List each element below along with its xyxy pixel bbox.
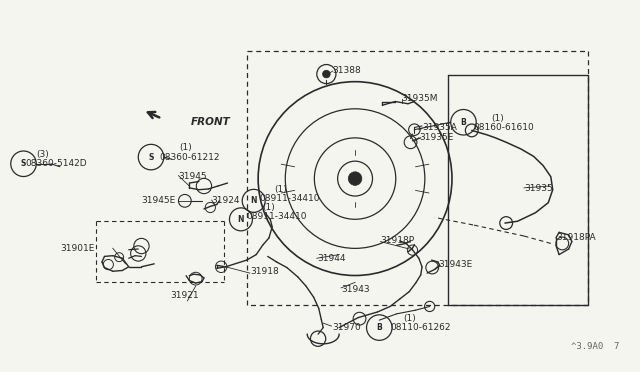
Text: 31918: 31918 (250, 267, 278, 276)
Text: S: S (148, 153, 154, 161)
Text: N: N (237, 215, 244, 224)
Circle shape (348, 172, 362, 185)
Text: FRONT: FRONT (191, 117, 231, 127)
Text: (1): (1) (403, 314, 415, 323)
Text: N: N (250, 196, 257, 205)
Text: 31921: 31921 (170, 291, 199, 300)
Text: 31924: 31924 (212, 196, 240, 205)
Text: 31943E: 31943E (438, 260, 472, 269)
Text: 31901E: 31901E (60, 244, 94, 253)
Text: 31970: 31970 (333, 323, 362, 332)
Text: 31935E: 31935E (419, 132, 453, 142)
Text: S: S (21, 159, 26, 168)
Text: 31918P: 31918P (381, 236, 415, 246)
Text: 08911-34410: 08911-34410 (246, 212, 307, 221)
Text: 31388: 31388 (333, 66, 362, 75)
Circle shape (323, 70, 330, 78)
Text: 31935: 31935 (524, 185, 553, 193)
Text: (1): (1) (180, 143, 193, 152)
Text: 08360-61212: 08360-61212 (159, 153, 220, 161)
Text: B: B (376, 323, 382, 332)
Text: B: B (461, 118, 467, 127)
Text: 08110-61262: 08110-61262 (390, 323, 451, 332)
Text: (1): (1) (274, 185, 287, 194)
Text: 31918PA: 31918PA (556, 233, 596, 243)
Text: 08911-34410: 08911-34410 (259, 194, 320, 203)
Text: 08160-61610: 08160-61610 (473, 123, 534, 132)
Text: 08360-5142D: 08360-5142D (26, 159, 87, 168)
Text: 31935A: 31935A (422, 123, 457, 132)
Text: ^3.9A0  7: ^3.9A0 7 (572, 342, 620, 351)
Text: 31944: 31944 (317, 254, 346, 263)
Text: 31945: 31945 (179, 172, 207, 181)
Text: 31943: 31943 (341, 285, 370, 294)
Text: 31935M: 31935M (402, 94, 438, 103)
Text: (3): (3) (36, 150, 49, 159)
Text: 31945E: 31945E (141, 196, 176, 205)
Text: (1): (1) (262, 203, 275, 212)
Text: (1): (1) (491, 114, 504, 123)
